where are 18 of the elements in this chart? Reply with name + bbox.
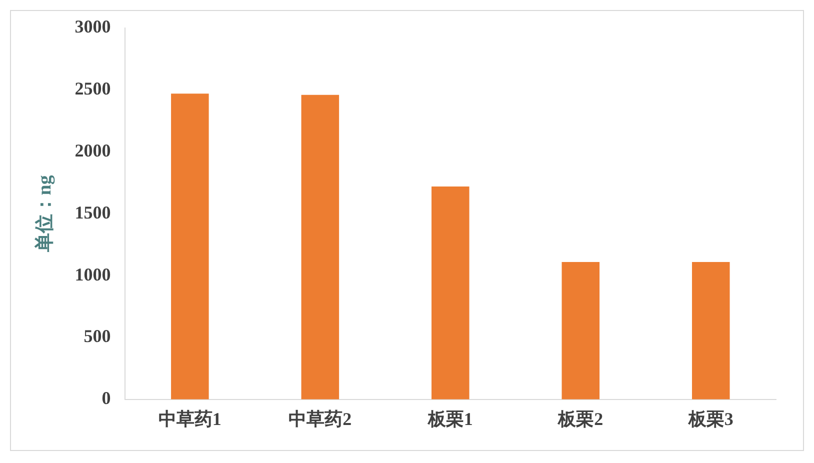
x-tick-label: 板栗2	[557, 408, 604, 429]
y-tick-label: 2500	[74, 78, 111, 99]
bar	[692, 262, 730, 400]
y-axis-title: 单位：ng	[33, 174, 56, 254]
y-tick-label: 1500	[74, 202, 111, 222]
y-tick-label: 2000	[74, 140, 111, 160]
y-tick-label: 500	[84, 326, 111, 346]
y-tick-label: 0	[102, 388, 111, 408]
x-tick-label: 板栗1	[426, 408, 473, 429]
x-tick-label: 板栗3	[687, 408, 734, 429]
bar	[562, 262, 600, 400]
bar	[171, 94, 209, 400]
x-tick-label: 中草药1	[158, 408, 222, 429]
bar	[301, 94, 340, 400]
bar	[432, 186, 470, 400]
y-tick-label: 1000	[74, 264, 111, 284]
x-tick-label: 中草药2	[288, 408, 352, 429]
y-tick-label: 3000	[74, 16, 111, 37]
